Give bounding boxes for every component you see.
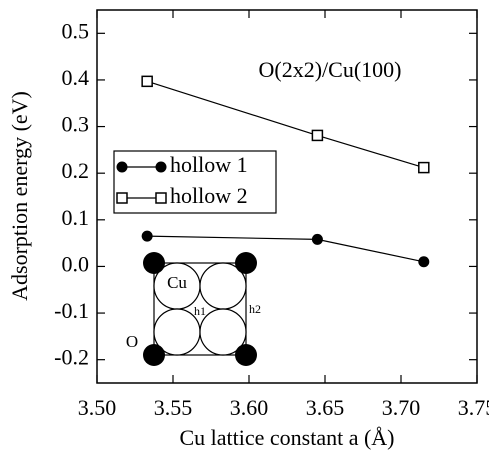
legend-marker [155,192,167,204]
legend-label: hollow 1 [170,152,248,177]
data-point [418,256,430,268]
y-tick-label: -0.1 [54,298,89,323]
y-tick-label: 0.0 [62,251,90,276]
y-axis-label: Adsorption energy (eV) [7,91,32,301]
o-atom [143,344,165,366]
y-tick-label: 0.5 [62,18,90,43]
o-atom [235,252,257,274]
legend-marker [116,192,128,204]
data-point [418,161,430,174]
y-tick-label: 0.3 [62,112,90,137]
x-tick-label: 3.70 [382,395,421,420]
y-tick-label: -0.2 [54,345,89,370]
o-atom [143,252,165,274]
x-tick-label: 3.60 [230,395,269,420]
data-point [311,129,324,142]
cu-atom [199,308,247,356]
y-tick-label: 0.4 [62,65,90,90]
inset-diagram: Cu O h1 h2 [126,252,261,366]
legend [113,150,277,214]
y-tick-label: 0.1 [62,205,90,230]
x-tick-label: 3.75 [458,395,489,420]
legend-marker [155,161,167,173]
data-point [311,233,323,245]
x-tick-label: 3.50 [78,395,117,420]
y-tick-label: 0.2 [62,158,90,183]
legend-label: hollow 2 [170,183,248,208]
plot-frame [96,9,478,384]
annotation: O(2x2)/Cu(100) [259,57,402,82]
inset-cu-label: Cu [167,273,187,292]
legend-marker [116,161,128,173]
inset-h2-label: h2 [249,302,261,316]
o-atom [235,344,257,366]
inset-h1-label: h1 [194,304,206,318]
x-tick-label: 3.55 [154,395,193,420]
inset-cell [153,262,247,356]
x-tick-label: 3.65 [306,395,345,420]
series-line [147,235,424,263]
data-point [141,75,153,88]
inset-o-label: O [126,332,138,351]
x-axis-label: Cu lattice constant a (Å) [179,425,394,450]
data-point [141,230,153,242]
